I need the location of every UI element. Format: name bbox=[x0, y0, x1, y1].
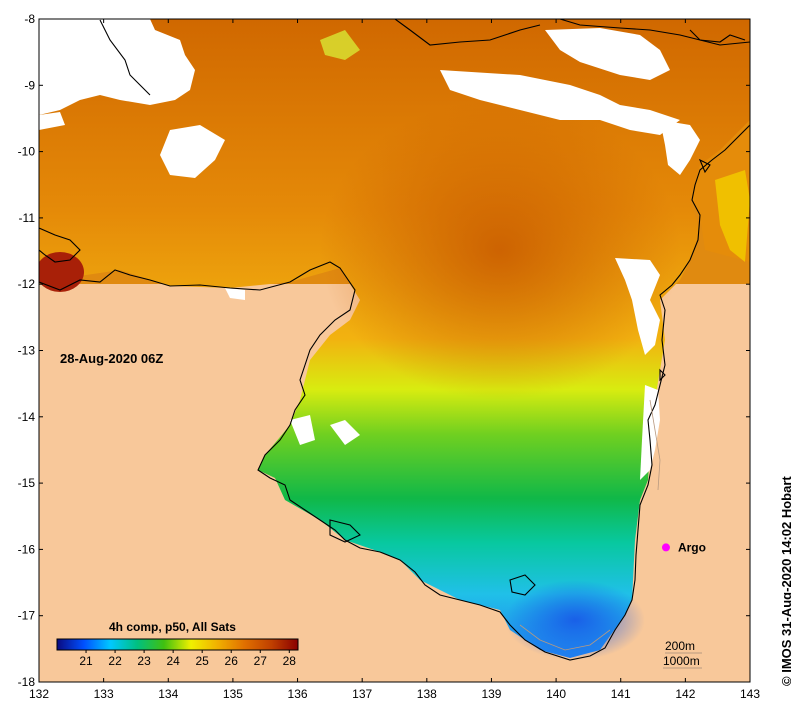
copyright-icon: © bbox=[779, 676, 791, 686]
lat-tick-label: -10 bbox=[18, 145, 36, 159]
lon-tick-label: 139 bbox=[481, 687, 501, 701]
colorbar-tick-label: 27 bbox=[254, 654, 268, 668]
argo-float[interactable]: Argo bbox=[661, 540, 706, 554]
lat-tick-label: -11 bbox=[19, 211, 36, 225]
colorbar-title: 4h comp, p50, All Sats bbox=[109, 620, 236, 634]
longitude-axis: 132 133 134 135 136 137 138 139 140 141 142 143 bbox=[29, 19, 760, 701]
lon-tick-label: 135 bbox=[223, 687, 243, 701]
depth-contours bbox=[519, 399, 661, 651]
lon-tick-label: 132 bbox=[29, 687, 49, 701]
credit-label: IMOS 31-Aug-2020 14:02 Hobart bbox=[779, 476, 791, 673]
colorbar-gradient bbox=[57, 639, 298, 650]
date-label: 28-Aug-2020 06Z bbox=[60, 351, 163, 366]
latitude-axis: -8 -9 -10 -11 -12 -13 -14 -15 -16 -17 -18 bbox=[18, 12, 750, 689]
lon-tick-label: 140 bbox=[546, 687, 566, 701]
colorbar-tick-label: 24 bbox=[166, 654, 180, 668]
lat-tick-label: -13 bbox=[18, 344, 36, 358]
lat-tick-label: -14 bbox=[18, 410, 36, 424]
argo-label: Argo bbox=[678, 540, 706, 554]
lon-tick-label: 142 bbox=[675, 687, 695, 701]
colorbar-fill bbox=[57, 639, 298, 650]
colorbar-tick-label: 28 bbox=[283, 654, 297, 668]
no-data-cloud-masks bbox=[39, 19, 700, 480]
contour-label-200m: 200m bbox=[665, 639, 695, 653]
lon-tick-label: 143 bbox=[740, 687, 760, 701]
contour-label-1000m: 1000m bbox=[663, 654, 700, 668]
lon-tick-label: 134 bbox=[158, 687, 178, 701]
coastlines bbox=[39, 19, 750, 661]
lat-tick-label: -12 bbox=[18, 277, 36, 291]
colorbar-tick-label: 21 bbox=[79, 654, 93, 668]
lon-tick-label: 133 bbox=[94, 687, 114, 701]
lon-tick-label: 137 bbox=[352, 687, 372, 701]
lat-tick-label: -18 bbox=[18, 675, 36, 689]
colorbar: 4h comp, p50, All Sats 21 22 23 24 25 26 27 28 bbox=[56, 620, 299, 668]
colorbar-outline bbox=[56, 638, 299, 651]
lat-tick-label: -9 bbox=[24, 78, 35, 92]
colorbar-tick-label: 26 bbox=[225, 654, 239, 668]
contour-legend: 200m 1000m bbox=[663, 639, 702, 669]
credit-text: © IMOS 31-Aug-2020 14:02 Hobart bbox=[779, 476, 791, 686]
argo-marker-icon bbox=[661, 543, 670, 552]
lon-tick-label: 141 bbox=[611, 687, 631, 701]
lon-tick-label: 138 bbox=[417, 687, 437, 701]
lat-tick-label: -15 bbox=[18, 476, 36, 490]
colorbar-tick-label: 23 bbox=[137, 654, 151, 668]
lon-tick-label: 136 bbox=[288, 687, 308, 701]
colorbar-tick-label: 22 bbox=[108, 654, 122, 668]
lat-tick-label: -16 bbox=[18, 542, 36, 556]
colorbar-tick-label: 25 bbox=[196, 654, 210, 668]
colorbar-ticks: 21 22 23 24 25 26 27 28 bbox=[79, 650, 296, 668]
lat-tick-label: -8 bbox=[24, 12, 35, 26]
lat-tick-label: -17 bbox=[18, 609, 36, 623]
